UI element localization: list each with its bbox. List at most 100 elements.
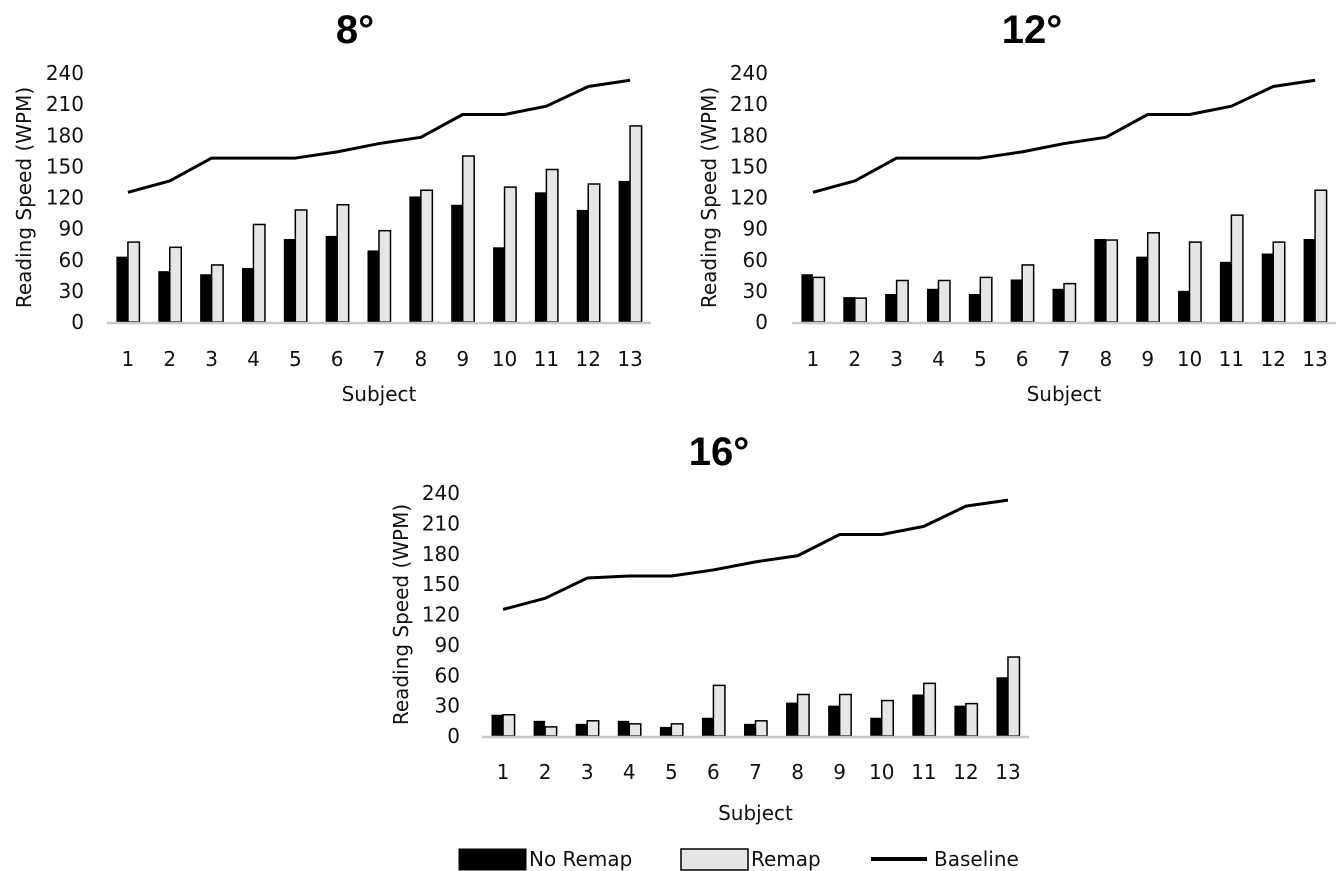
chart-title: 16°: [689, 430, 750, 474]
y-tick-label: 30: [59, 279, 84, 303]
bar-remap: [545, 168, 559, 323]
bar-no-remap: [451, 204, 463, 322]
x-tick-label: 6: [707, 760, 720, 784]
bar-remap: [880, 699, 894, 737]
bar-remap: [336, 204, 350, 323]
bar-no-remap: [283, 239, 296, 322]
bar-no-remap: [367, 250, 379, 322]
bar-no-remap: [1094, 239, 1106, 322]
bar-no-remap: [926, 288, 939, 322]
bar-remap: [1230, 214, 1244, 323]
x-tick-label: 11: [911, 760, 936, 784]
line-baseline: [502, 498, 1009, 611]
bar-no-remap: [575, 723, 588, 736]
bar-remap: [854, 297, 868, 323]
bar-no-remap: [534, 192, 547, 322]
y-tick-label: 60: [743, 248, 768, 272]
bar-remap: [1105, 239, 1119, 323]
bar-no-remap: [618, 180, 631, 322]
x-tick-label: 10: [1177, 347, 1202, 371]
bar-no-remap: [1219, 261, 1232, 322]
y-tick-label: 210: [730, 92, 768, 116]
x-tick-label: 3: [890, 347, 903, 371]
x-axis-label: Subject: [342, 382, 417, 406]
x-tick-label: 4: [932, 347, 945, 371]
bar-no-remap: [801, 274, 813, 322]
bar-no-remap: [870, 717, 882, 736]
x-tick-label: 13: [617, 347, 642, 371]
x-tick-label: 7: [749, 760, 762, 784]
y-tick-label: 0: [71, 310, 84, 334]
y-tick-label: 90: [59, 217, 84, 241]
x-tick-label: 1: [807, 347, 820, 371]
bar-remap: [812, 276, 826, 323]
x-tick-label: 7: [373, 347, 386, 371]
bar-remap: [127, 241, 141, 323]
bar-no-remap: [968, 293, 981, 322]
bar-remap: [1021, 264, 1035, 323]
x-tick-label: 12: [1261, 347, 1286, 371]
x-tick-label: 11: [534, 347, 559, 371]
y-tick-label: 180: [730, 123, 768, 147]
x-tick-label: 6: [331, 347, 344, 371]
y-axis-label: Reading Speed (WPM): [12, 87, 36, 308]
bar-remap: [1007, 656, 1021, 737]
y-tick-label: 120: [46, 186, 84, 210]
bar-remap: [1146, 232, 1160, 323]
bar-remap: [838, 693, 852, 737]
x-tick-label: 1: [122, 347, 135, 371]
bar-no-remap: [885, 293, 897, 322]
y-tick-label: 210: [422, 511, 460, 535]
y-tick-label: 240: [730, 61, 768, 85]
x-tick-label: 8: [791, 760, 804, 784]
bar-no-remap: [659, 726, 672, 736]
x-axis-label: Subject: [1027, 382, 1102, 406]
y-tick-label: 120: [730, 186, 768, 210]
bar-no-remap: [1052, 288, 1064, 322]
x-tick-label: 5: [665, 760, 678, 784]
bar-remap: [979, 276, 993, 323]
x-tick-label: 8: [414, 347, 427, 371]
chart-title: 12°: [1002, 8, 1063, 52]
x-tick-label: 13: [1302, 347, 1327, 371]
x-tick-label: 8: [1099, 347, 1112, 371]
bar-no-remap: [843, 297, 855, 322]
y-axis-label: Reading Speed (WPM): [697, 87, 721, 308]
bar-no-remap: [744, 723, 756, 736]
x-tick-label: 10: [869, 760, 894, 784]
x-axis-label: Subject: [718, 801, 793, 825]
bar-remap: [712, 684, 726, 737]
bar-remap: [796, 693, 810, 737]
bar-no-remap: [786, 702, 798, 736]
y-tick-label: 180: [46, 123, 84, 147]
y-tick-label: 240: [422, 481, 460, 505]
bar-no-remap: [325, 235, 338, 322]
bar-no-remap: [912, 694, 924, 736]
y-tick-label: 120: [422, 603, 460, 627]
x-tick-label: 3: [581, 760, 594, 784]
y-tick-label: 180: [422, 542, 460, 566]
bar-remap: [587, 183, 601, 323]
chart-title: 8°: [336, 8, 374, 52]
chart-panel-12deg: 12°Reading Speed (WPM)030609012015018021…: [697, 8, 1336, 406]
line-baseline: [812, 78, 1316, 194]
bar-no-remap: [491, 714, 504, 736]
bar-remap: [420, 189, 434, 323]
y-tick-label: 150: [46, 154, 84, 178]
x-tick-label: 7: [1058, 347, 1071, 371]
bar-no-remap: [996, 677, 1008, 736]
bar-no-remap: [1136, 256, 1148, 322]
bar-no-remap: [241, 268, 254, 322]
bar-no-remap: [701, 717, 714, 736]
bar-no-remap: [576, 209, 589, 322]
bar-no-remap: [1178, 290, 1190, 323]
y-tick-label: 90: [743, 217, 768, 241]
bar-no-remap: [116, 256, 128, 322]
x-tick-label: 2: [539, 760, 552, 784]
x-tick-label: 4: [247, 347, 260, 371]
x-tick-label: 12: [953, 760, 978, 784]
bar-no-remap: [828, 705, 840, 737]
x-tick-label: 9: [1141, 347, 1154, 371]
x-tick-label: 3: [205, 347, 218, 371]
